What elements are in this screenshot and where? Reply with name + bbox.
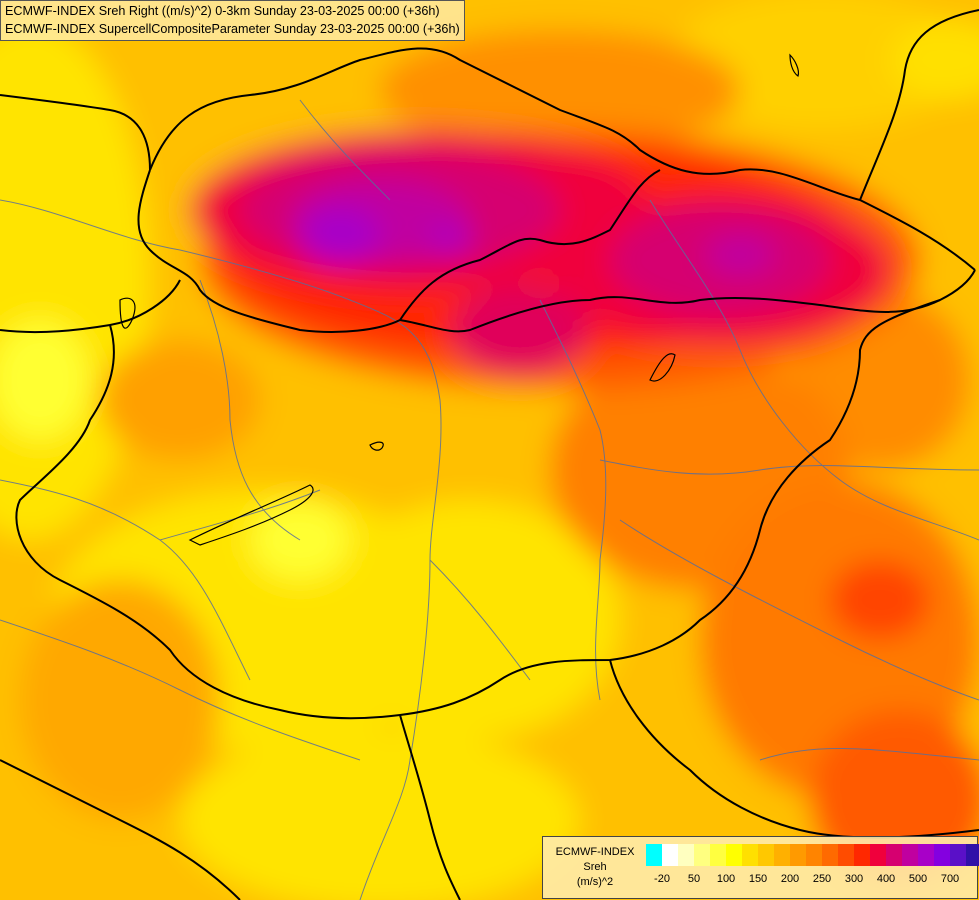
legend-swatch: [822, 844, 838, 866]
country-borders: [0, 9, 979, 900]
legend-swatch: [870, 844, 886, 866]
legend-swatches: [646, 844, 979, 866]
legend-swatch: [886, 844, 902, 866]
legend-tick-label: 300: [844, 873, 864, 885]
legend-tick-label: 700: [940, 873, 960, 885]
lakes: [119, 53, 800, 546]
legend-swatch: [902, 844, 918, 866]
legend-swatch: [838, 844, 854, 866]
legend-swatch: [950, 844, 966, 866]
legend-variable: Sreh: [583, 861, 607, 873]
legend-tick-label: 150: [748, 873, 768, 885]
legend-swatch: [646, 844, 662, 866]
legend-unit: (m/s)^2: [576, 876, 614, 888]
legend-model: ECMWF-INDEX: [555, 846, 635, 858]
legend-tick-label: 400: [876, 873, 896, 885]
legend-swatch: [966, 844, 979, 866]
header-line-scp: ECMWF-INDEX SupercellCompositeParameter …: [5, 22, 460, 36]
legend-swatch: [726, 844, 742, 866]
legend-swatch: [742, 844, 758, 866]
legend-tick-label: 50: [687, 873, 701, 885]
legend-swatch: [806, 844, 822, 866]
rivers: [0, 99, 979, 900]
legend-swatch: [854, 844, 870, 866]
legend-swatch: [774, 844, 790, 866]
legend-swatch: [790, 844, 806, 866]
color-legend: ECMWF-INDEX Sreh (m/s)^2 -20 50 100 150 200 2…: [542, 836, 979, 899]
legend-swatch: [678, 844, 694, 866]
legend-tick-label: 100: [716, 873, 736, 885]
header-line-sreh: ECMWF-INDEX Sreh Right ((m/s)^2) 0-3km S…: [5, 4, 440, 18]
legend-tick-label: -20: [654, 873, 670, 885]
legend-swatch: [918, 844, 934, 866]
legend-title: ECMWF-INDEX Sreh (m/s)^2: [545, 845, 645, 890]
legend-swatch: [758, 844, 774, 866]
lake-balaton: [188, 484, 314, 546]
legend-tick-label: 500: [908, 873, 928, 885]
legend-swatch: [694, 844, 710, 866]
map-header: ECMWF-INDEX Sreh Right ((m/s)^2) 0-3km S…: [0, 0, 465, 41]
legend-swatch: [934, 844, 950, 866]
legend-tick-label: 200: [780, 873, 800, 885]
legend-ticks: -20 50 100 150 200 250 300 400 500 700: [646, 873, 968, 887]
legend-swatch: [710, 844, 726, 866]
legend-tick-label: 250: [812, 873, 832, 885]
legend-swatch: [662, 844, 678, 866]
